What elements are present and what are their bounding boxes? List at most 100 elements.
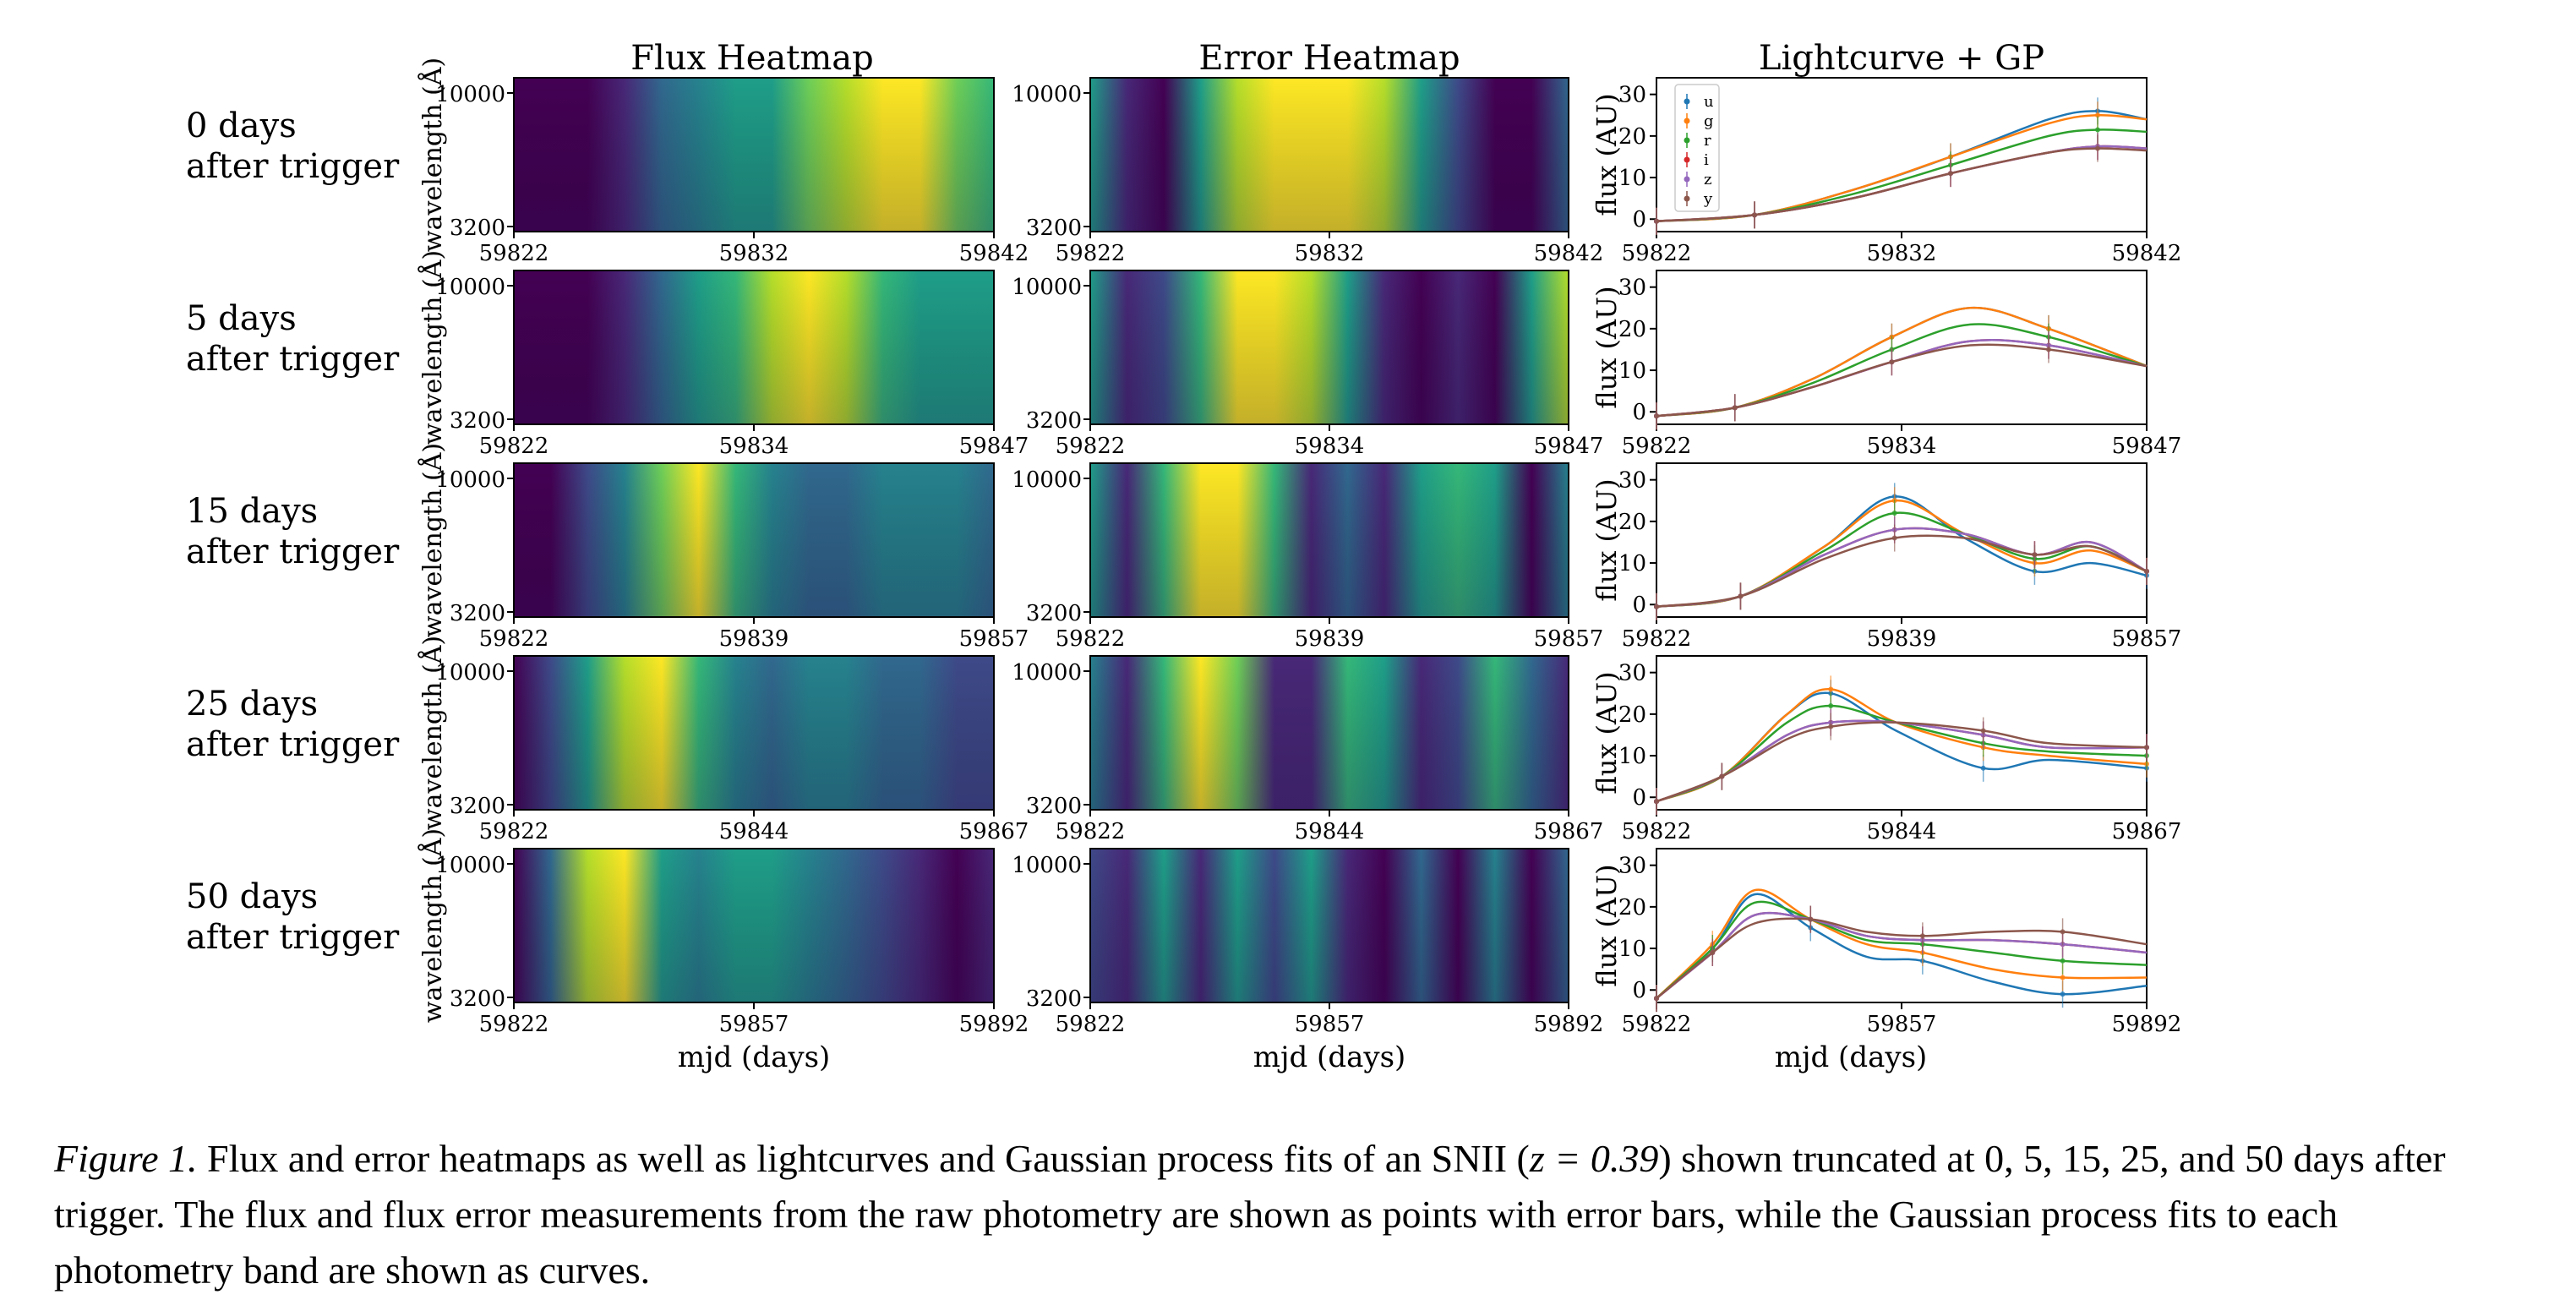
- x-tick-label: 59832: [1295, 241, 1365, 266]
- data-point-y: [1808, 916, 1814, 922]
- data-point-y: [1710, 949, 1716, 955]
- y-tick-label: 3200: [1026, 216, 1082, 241]
- data-point-r: [1891, 511, 1897, 516]
- y-tick-label: 10: [1618, 744, 1646, 769]
- legend-label-y: y: [1703, 190, 1713, 208]
- y-tick-label: 10000: [435, 467, 505, 493]
- y-tick-label: 10000: [1012, 82, 1082, 107]
- column-title-2: Error Heatmap: [1198, 39, 1460, 78]
- gp-curve-y: [1656, 721, 2148, 803]
- legend-dot-z: [1684, 176, 1690, 183]
- x-tick-label: 59842: [2112, 241, 2182, 266]
- y-tick-label: 30: [1618, 661, 1646, 686]
- y-tick-label: 3200: [450, 794, 505, 819]
- gp-curve-z: [1656, 911, 2148, 1000]
- data-point-y: [2144, 745, 2149, 751]
- data-point-y: [1752, 212, 1757, 218]
- x-tick-label: 59892: [1534, 1012, 1604, 1037]
- column-title-1: Flux Heatmap: [630, 39, 873, 78]
- heatmap-ylabel: wavelength (Å): [418, 828, 448, 1023]
- y-tick-label: 10000: [1012, 853, 1082, 878]
- heatmap-shading: [514, 463, 994, 617]
- x-tick-label: 59844: [1295, 819, 1365, 844]
- row-label-days: 50 days: [186, 877, 318, 916]
- lightcurve-panel: flux (AU) 0 10 20 30 59822 59834 59847: [1591, 270, 2181, 459]
- heatmap-shading: [1090, 463, 1569, 617]
- y-tick-label: 20: [1618, 317, 1646, 342]
- x-tick-label: 59839: [719, 626, 789, 652]
- y-tick-label: 3200: [450, 408, 505, 434]
- data-point-r: [2060, 958, 2066, 964]
- x-tick-label: 59857: [2112, 626, 2182, 652]
- y-tick-label: 20: [1618, 124, 1646, 150]
- x-tick-label: 59822: [1056, 819, 1126, 844]
- y-tick-label: 30: [1618, 854, 1646, 879]
- data-point-y: [2095, 145, 2100, 151]
- x-tick-label: 59832: [1867, 241, 1937, 266]
- heatmap-shading: [514, 656, 994, 810]
- x-tick-label: 59822: [1056, 241, 1126, 266]
- y-tick-label: 10000: [435, 82, 505, 107]
- x-tick-label: 59822: [1622, 819, 1692, 844]
- y-tick-label: 0: [1632, 593, 1646, 618]
- x-tick-label: 59822: [479, 434, 549, 459]
- legend-dot-y: [1684, 195, 1690, 202]
- x-tick-label: 59844: [719, 819, 789, 844]
- legend-label-g: g: [1704, 112, 1714, 130]
- x-tick-label: 59842: [1534, 241, 1604, 266]
- data-point-y: [1889, 359, 1895, 365]
- x-tick-label: 59832: [719, 241, 789, 266]
- x-tick-label: 59839: [1867, 626, 1937, 652]
- lightcurve-panel: flux (AU) 0 10 20 30 59822 59844 59867: [1591, 655, 2181, 844]
- x-tick-label: 59834: [1867, 434, 1937, 459]
- row-label-trigger: after trigger: [186, 147, 400, 186]
- gp-curve-r: [1656, 900, 2148, 1000]
- y-tick-label: 30: [1618, 276, 1646, 301]
- y-tick-label: 10000: [435, 275, 505, 300]
- y-tick-label: 3200: [450, 216, 505, 241]
- y-tick-label: 0: [1632, 207, 1646, 232]
- heatmap-ylabel: wavelength (Å): [418, 250, 448, 445]
- heatmap-shading: [1090, 78, 1569, 232]
- y-tick-label: 0: [1632, 785, 1646, 811]
- y-tick-label: 0: [1632, 978, 1646, 1003]
- x-tick-label: 59892: [2112, 1012, 2182, 1037]
- x-axis-label-2: mjd (days): [1253, 1041, 1406, 1074]
- x-tick-label: 59822: [1622, 241, 1692, 266]
- lightcurve-ylabel: flux (AU): [1591, 286, 1623, 408]
- x-tick-label: 59822: [1056, 626, 1126, 652]
- heatmap-ylabel: wavelength (Å): [418, 636, 448, 830]
- x-tick-label: 59892: [959, 1012, 1029, 1037]
- heatmap-shading: [514, 78, 994, 232]
- y-tick-label: 20: [1618, 510, 1646, 535]
- data-point-y: [2060, 929, 2066, 935]
- data-point-y: [2032, 552, 2038, 558]
- data-point-r: [2095, 127, 2100, 133]
- row-label-days: 15 days: [186, 492, 318, 531]
- data-point-y: [1719, 773, 1725, 779]
- legend-dot-i: [1684, 156, 1690, 163]
- legend-label-r: r: [1704, 132, 1711, 150]
- lightcurve-panel: flux (AU) 0 10 20 30 59822 59857 59892: [1591, 848, 2182, 1037]
- x-tick-label: 59834: [719, 434, 789, 459]
- data-point-y: [1948, 171, 1953, 177]
- data-point-y: [1654, 413, 1659, 419]
- y-tick-label: 3200: [450, 986, 505, 1012]
- y-tick-label: 10: [1618, 551, 1646, 576]
- data-point-u: [1980, 765, 1986, 771]
- data-point-y: [1738, 593, 1744, 599]
- lightcurve-ylabel: flux (AU): [1591, 671, 1623, 794]
- y-tick-label: 10: [1618, 166, 1646, 191]
- data-point-y: [1980, 728, 1986, 734]
- x-tick-label: 59822: [1622, 1012, 1692, 1037]
- y-tick-label: 10000: [435, 853, 505, 878]
- legend-dot-r: [1684, 137, 1690, 144]
- heatmap-shading: [1090, 270, 1569, 424]
